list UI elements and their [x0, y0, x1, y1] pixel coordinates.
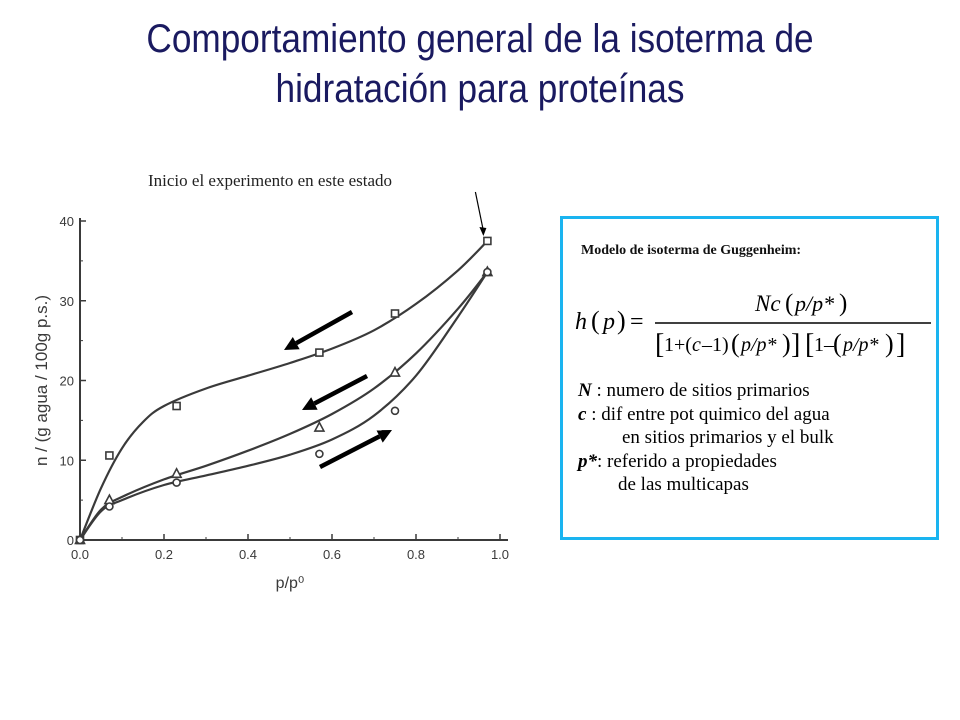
annotation-pointer-head	[479, 226, 487, 236]
series-circle-point	[483, 267, 492, 277]
direction-arrow-head	[302, 397, 318, 410]
svg-text:1–: 1–	[814, 334, 835, 356]
series-square-point	[105, 451, 114, 460]
svg-text:p/p*: p/p*	[739, 334, 777, 356]
slide-title: Comportamiento general de la isoterma de…	[58, 14, 903, 114]
definition-p-star: p*: referido a propiedades	[578, 450, 834, 474]
svg-text:): )	[885, 329, 894, 358]
isotherm-chart: 0 10 20 30 40 0.0 0.2 0.4 0.6 0.8 1.0 p/p⁰ n / (g ag…	[32, 191, 509, 592]
svg-text:): )	[617, 306, 626, 335]
svg-text:[: [	[805, 329, 814, 360]
svg-text:]: ]	[791, 329, 800, 360]
direction-arrow-up-right	[318, 434, 381, 470]
definition-text: : referido a propiedades	[597, 450, 777, 472]
series-square-point	[172, 401, 181, 411]
series-circle-curve	[79, 271, 489, 541]
definition-c-continued: en sitios primarios y el bulk	[578, 426, 834, 450]
y-tick-label: 0	[67, 533, 74, 548]
y-tick-label: 40	[60, 214, 74, 229]
x-tick-label: 1.0	[491, 547, 509, 562]
direction-arrow-down-left	[313, 374, 369, 406]
model-box: Modelo de isoterma de Guggenheim: h ( p …	[560, 216, 939, 540]
series-square-point	[315, 348, 324, 357]
svg-text:(: (	[731, 329, 740, 358]
series-square-point	[390, 309, 400, 318]
svg-text:): )	[782, 329, 791, 358]
definition-text: : numero de sitios primarios	[591, 380, 810, 401]
x-tick-label: 0.8	[407, 547, 425, 562]
svg-text:(: (	[833, 329, 842, 358]
series-triangle-point	[170, 467, 183, 479]
svg-text:p: p	[601, 309, 615, 335]
series-triangle-point	[313, 420, 326, 432]
svg-text:(: (	[785, 290, 793, 317]
x-tick-label: 0.6	[323, 547, 341, 562]
series-circle-point	[390, 406, 400, 416]
svg-text:–1): –1)	[701, 334, 729, 356]
x-tick-label: 0.2	[155, 547, 173, 562]
y-tick-label: 30	[60, 294, 74, 309]
y-tick-label: 20	[60, 374, 74, 389]
definitions-list: N : numero de sitios primarios c : dif e…	[578, 379, 834, 497]
x-tick-label: 0.0	[71, 547, 89, 562]
y-axis-label: n / (g agua / 100g p.s.)	[32, 295, 51, 466]
svg-text:p/p*: p/p*	[793, 291, 834, 316]
svg-text:): )	[839, 290, 847, 317]
formula-numerator: Nc ( p/p* )	[754, 290, 847, 317]
definition-c: c : dif entre pot quimico del agua	[578, 403, 834, 427]
annotation-pointer	[474, 191, 484, 232]
model-title: Modelo de isoterma de Guggenheim:	[581, 243, 802, 258]
series-circle-point	[75, 535, 85, 545]
svg-text:[: [	[655, 329, 664, 360]
x-tick-label: 0.4	[239, 547, 257, 562]
definition-symbol: N	[578, 380, 592, 401]
series-triangle-point	[389, 365, 401, 377]
definition-symbol: c	[578, 403, 587, 425]
definition-N: N : numero de sitios primarios	[578, 379, 834, 403]
definition-text: en sitios primarios y el bulk	[622, 427, 834, 448]
y-tick-label: 10	[60, 453, 74, 468]
formula-denominator: [ 1+( c –1) ( p/p* ) ] [ 1– ( p/p* ) ]	[655, 329, 905, 360]
definition-symbol: p*	[578, 450, 597, 472]
slide-title-line-1: Comportamiento general de la isoterma de	[146, 17, 814, 61]
definition-p-star-continued: de las multicapas	[578, 473, 834, 497]
slide-title-line-2: hidratación para proteínas	[275, 67, 685, 111]
series-circle-point	[172, 478, 181, 487]
guggenheim-formula: h ( p ) = Nc ( p/p* ) [ 1+( c –1) ( p/p*…	[575, 290, 931, 360]
svg-text:=: =	[630, 309, 644, 335]
direction-arrow-down-left	[295, 310, 354, 346]
svg-text:Nc: Nc	[754, 291, 781, 316]
series-square-curve	[78, 240, 489, 541]
svg-text:p/p*: p/p*	[841, 334, 879, 356]
series-triangle-curve	[79, 271, 489, 541]
chart-layer: 0 10 20 30 40 0.0 0.2 0.4 0.6 0.8 1.0 p/p⁰ n / (g ag…	[32, 191, 509, 592]
svg-text:]: ]	[896, 329, 905, 360]
svg-text:(: (	[591, 306, 600, 335]
series-circle-point	[315, 449, 324, 459]
start-annotation: Inicio el experimento en este estado	[148, 171, 393, 190]
definition-text: : dif entre pot quimico del agua	[586, 403, 830, 425]
direction-arrow-head	[376, 430, 392, 443]
svg-text:1+(: 1+(	[664, 334, 692, 356]
series-square-point	[483, 236, 492, 246]
x-axis-label: p/p⁰	[276, 575, 305, 592]
formula-lhs: h	[575, 309, 587, 335]
definition-text: de las multicapas	[618, 474, 749, 495]
svg-text:c: c	[692, 334, 701, 356]
direction-arrow-head	[284, 337, 300, 350]
series-circle-point	[105, 502, 114, 511]
